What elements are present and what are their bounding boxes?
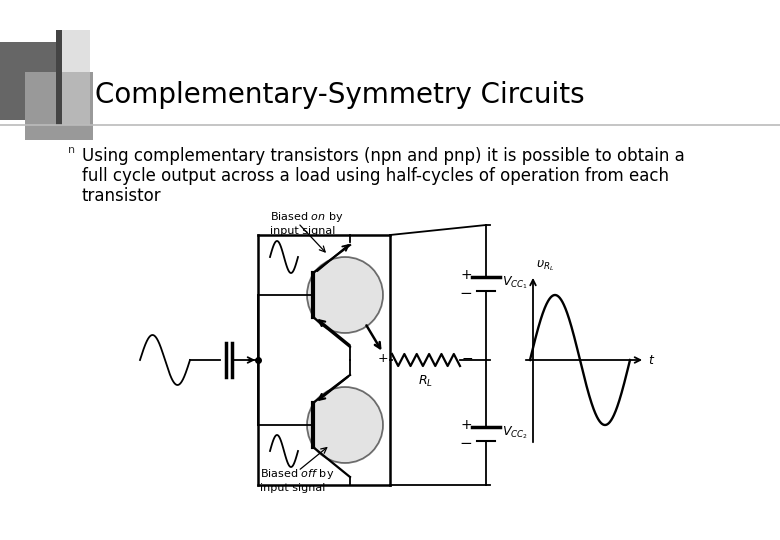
Text: Biased $off$ by
input signal: Biased $off$ by input signal [260, 467, 335, 492]
Text: +: + [460, 268, 472, 282]
Text: full cycle output across a load using half-cycles of operation from each: full cycle output across a load using ha… [82, 167, 669, 185]
Text: −: − [459, 435, 473, 450]
Bar [56, 30, 62, 125]
Text: +: + [460, 418, 472, 432]
Text: $V_{CC_1}$: $V_{CC_1}$ [502, 275, 528, 291]
Text: $R_L$: $R_L$ [419, 374, 434, 389]
Text: −: − [461, 352, 473, 366]
Text: n: n [68, 145, 75, 155]
Circle shape [307, 387, 383, 463]
Text: $t$: $t$ [648, 354, 655, 367]
Text: Complementary-Symmetry Circuits: Complementary-Symmetry Circuits [95, 81, 585, 109]
Bar [25, 72, 93, 140]
Text: $V_{CC_2}$: $V_{CC_2}$ [502, 425, 528, 441]
Text: $\upsilon_{R_L}$: $\upsilon_{R_L}$ [536, 259, 555, 273]
Text: Using complementary transistors (npn and pnp) it is possible to obtain a: Using complementary transistors (npn and… [82, 147, 685, 165]
Text: −: − [459, 286, 473, 300]
Text: Biased $on$ by
input signal: Biased $on$ by input signal [270, 210, 343, 235]
Bar [0, 42, 58, 120]
Text: transistor: transistor [82, 187, 161, 205]
Text: +: + [378, 353, 388, 366]
Circle shape [307, 257, 383, 333]
Bar [62, 30, 90, 125]
